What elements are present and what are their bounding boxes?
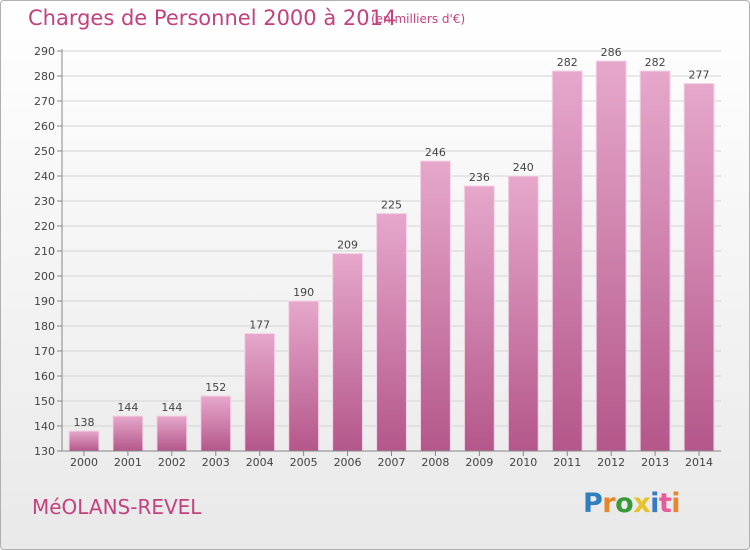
- y-tick-label: 150: [34, 395, 55, 408]
- commune-name: MéOLANS-REVEL: [32, 495, 202, 519]
- bar-value-label: 246: [425, 146, 446, 159]
- bar: [332, 253, 364, 452]
- bar: [463, 185, 495, 452]
- x-tick-label: 2001: [114, 456, 142, 469]
- bar-value-label: 236: [469, 171, 490, 184]
- bar-value-label: 144: [161, 401, 182, 414]
- bar-value-label: 138: [73, 416, 94, 429]
- bar: [376, 213, 407, 452]
- y-tick-label: 240: [34, 170, 55, 183]
- bar-value-label: 286: [601, 46, 622, 59]
- y-tick-label: 190: [34, 295, 55, 308]
- chart-subtitle: (en milliers d'€): [371, 12, 466, 26]
- bar: [68, 430, 100, 452]
- x-tick-label: 2000: [70, 456, 98, 469]
- bar: [507, 175, 539, 452]
- axes: 130 140 150 160 170 180 190 200 210 220 230 240 250 2…: [34, 45, 721, 469]
- y-tick-label: 220: [34, 220, 55, 233]
- bar-value-label: 277: [689, 69, 710, 82]
- logo-letter: x: [633, 488, 651, 519]
- bar: [595, 60, 627, 452]
- proxiti-logo[interactable]: Proxiti: [583, 488, 681, 519]
- logo-letter: i: [650, 488, 659, 519]
- x-tick-label: 2002: [158, 456, 186, 469]
- y-tick-label: 280: [34, 70, 55, 83]
- y-tick-label: 250: [34, 145, 55, 158]
- bars: 138 144 144 152 177 190 209 225 246 236 240 282 286 2…: [68, 46, 715, 452]
- bar: [419, 160, 451, 452]
- bar: [244, 333, 276, 452]
- bar-value-label: 177: [249, 319, 270, 332]
- y-tick-label: 230: [34, 195, 55, 208]
- bar-value-label: 152: [205, 381, 226, 394]
- bar-value-label: 225: [381, 199, 402, 212]
- y-tick-label: 290: [34, 45, 55, 58]
- logo-letter: i: [671, 488, 681, 519]
- y-tick-label: 140: [34, 420, 55, 433]
- bar: [639, 70, 671, 452]
- bar-value-label: 190: [293, 286, 314, 299]
- x-tick-label: 2014: [685, 456, 713, 469]
- bar-value-label: 240: [513, 161, 534, 174]
- x-tick-label: 2011: [553, 456, 581, 469]
- y-tick-label: 160: [34, 370, 55, 383]
- y-tick-label: 130: [34, 445, 55, 458]
- x-tick-label: 2004: [246, 456, 274, 469]
- bar: [288, 300, 320, 452]
- bar-value-label: 282: [557, 56, 578, 69]
- logo-letter: r: [602, 488, 616, 519]
- chart-title: Charges de Personnel 2000 à 2014: [28, 6, 397, 30]
- y-tick-label: 260: [34, 120, 55, 133]
- bar: [200, 395, 232, 452]
- x-tick-label: 2008: [421, 456, 449, 469]
- bar-value-label: 144: [117, 401, 138, 414]
- y-tick-label: 270: [34, 95, 55, 108]
- bar-value-label: 282: [645, 56, 666, 69]
- x-tick-label: 2010: [509, 456, 537, 469]
- bar: [112, 415, 144, 452]
- y-tick-label: 210: [34, 245, 55, 258]
- x-tick-label: 2012: [597, 456, 625, 469]
- logo-letter: P: [583, 488, 603, 519]
- bar: [156, 415, 188, 452]
- bar: [551, 70, 583, 452]
- x-tick-label: 2005: [290, 456, 318, 469]
- bar-value-label: 209: [337, 239, 358, 252]
- logo-letter: o: [615, 488, 634, 519]
- x-tick-label: 2009: [465, 456, 493, 469]
- bar: [683, 83, 715, 452]
- x-tick-label: 2003: [202, 456, 230, 469]
- y-tick-label: 180: [34, 320, 55, 333]
- logo-letter: t: [658, 488, 672, 519]
- y-tick-label: 200: [34, 270, 55, 283]
- x-tick-label: 2007: [378, 456, 406, 469]
- x-tick-label: 2013: [641, 456, 669, 469]
- y-tick-label: 170: [34, 345, 55, 358]
- x-tick-label: 2006: [334, 456, 362, 469]
